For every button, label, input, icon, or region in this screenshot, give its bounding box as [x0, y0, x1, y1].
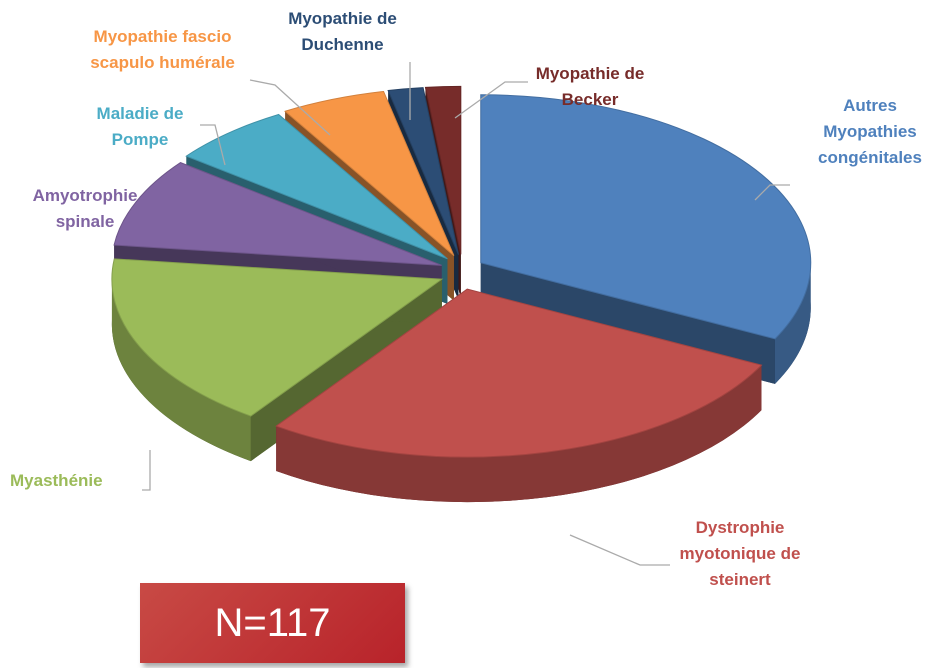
leader-line — [200, 124, 226, 166]
leader-line — [249, 79, 331, 136]
slice-label: Autres Myopathies congénitales — [818, 96, 922, 167]
slice — [480, 94, 812, 340]
leader-line — [754, 184, 790, 201]
slice-label: Myasthénie — [10, 471, 103, 490]
slice-label: Myopathie fascio scapulo humérale — [90, 27, 235, 72]
slice-label: Myopathie de Becker — [535, 64, 645, 109]
slice-rim — [111, 279, 251, 462]
slice-label: Maladie de Pompe — [96, 104, 184, 149]
leader-line — [142, 450, 151, 491]
slice — [185, 113, 448, 260]
annotation: N=117 — [140, 583, 405, 663]
leader-lines — [142, 62, 790, 566]
slice-label: Myopathie de Duchenne — [288, 9, 397, 54]
leader-line — [569, 534, 670, 566]
slice — [275, 288, 763, 458]
slice-label: Amyotrophie spinale — [32, 186, 138, 231]
slice-label: Dystrophie myotonique de steinert — [679, 518, 801, 589]
slice — [424, 85, 462, 255]
slice — [113, 162, 442, 266]
slice-rim — [774, 262, 811, 384]
slice — [387, 87, 459, 255]
slice — [111, 258, 444, 417]
pie — [111, 85, 812, 503]
slice-rim — [276, 365, 762, 503]
leader-line — [454, 81, 528, 119]
